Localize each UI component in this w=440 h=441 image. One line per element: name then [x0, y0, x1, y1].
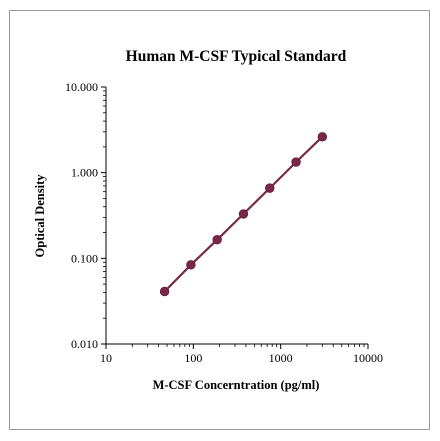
data-point	[317, 132, 328, 142]
chart-frame	[9, 10, 430, 430]
y-tick-label: 10.000	[65, 80, 98, 94]
x-tick-label: 100	[184, 351, 202, 365]
x-axis-label: M-CSF Concerntration (pg/ml)	[153, 378, 320, 392]
y-tick-label: 1.000	[71, 166, 98, 180]
data-point	[159, 286, 170, 297]
plot-area: 10 100 1000 10000 10.000 1.000 0.100 0.010	[65, 80, 383, 365]
data-point	[212, 235, 222, 245]
x-tick-label: 10	[100, 351, 112, 365]
x-tick-label: 10000	[353, 351, 383, 365]
y-tick-label: 0.010	[71, 337, 98, 351]
y-tick-label: 0.100	[71, 251, 98, 265]
data-point	[265, 183, 275, 193]
y-axis-label: Optical Density	[33, 174, 47, 258]
data-point	[186, 260, 196, 270]
x-tick-label: 1000	[269, 351, 293, 365]
data-point	[291, 157, 301, 167]
data-point	[238, 209, 249, 219]
chart-title: Human M-CSF Typical Standard	[126, 48, 347, 65]
